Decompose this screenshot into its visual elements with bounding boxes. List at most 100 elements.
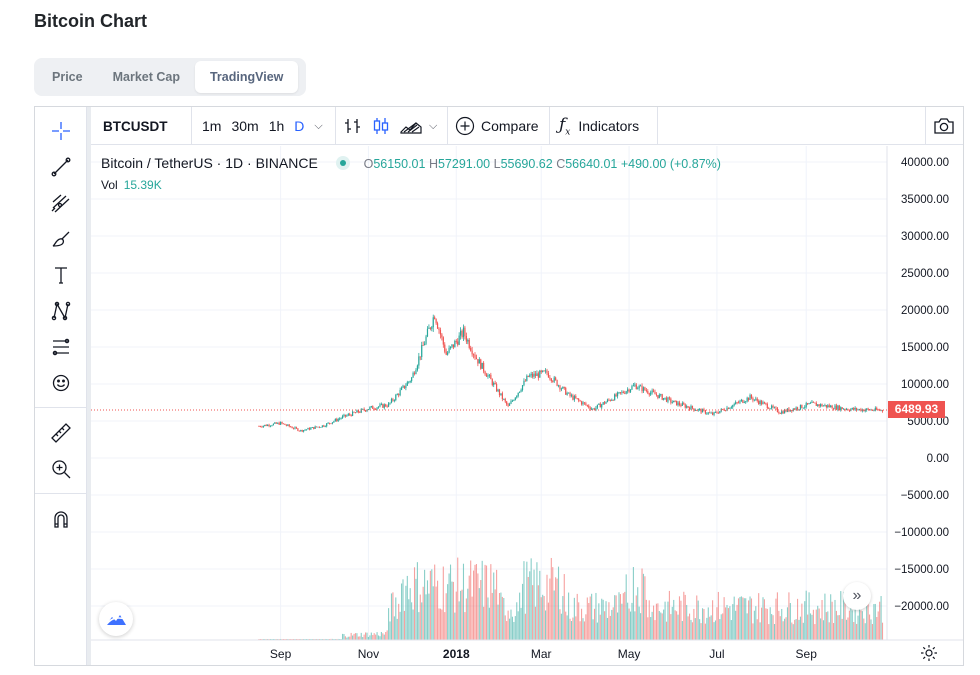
- volume-bar: [510, 609, 512, 640]
- ruler-icon[interactable]: [47, 419, 75, 447]
- volume-bar: [360, 632, 362, 640]
- volume-bar: [491, 592, 493, 640]
- area-chart-icon[interactable]: [399, 107, 423, 145]
- volume-bar: [640, 613, 642, 640]
- candle-body: [794, 408, 796, 410]
- volume-bar: [422, 586, 424, 640]
- magnet-icon[interactable]: [47, 505, 75, 533]
- symbol-search-button[interactable]: BTCUSDT: [103, 118, 168, 134]
- indicators-button[interactable]: ƒx Indicators: [559, 107, 639, 145]
- volume-bar: [438, 608, 440, 640]
- volume-bar: [750, 598, 753, 640]
- pattern-icon[interactable]: [47, 297, 75, 325]
- candle-body: [467, 339, 469, 342]
- tradingview-widget: BTCUSDT 1m 30m 1h D ⌵ ⌵ Compare ƒx Indic…: [34, 106, 964, 666]
- price-chart[interactable]: 40000.00 35000.00 30000.00 25000.00 20000.00…: [91, 146, 963, 665]
- volume-bar: [609, 615, 611, 640]
- candle-body: [422, 345, 424, 346]
- chart-pane[interactable]: 40000.00 35000.00 30000.00 25000.00 20000.00…: [91, 146, 963, 665]
- volume-bar: [570, 621, 573, 640]
- candle-body: [699, 409, 701, 410]
- chart-type-chevron-icon[interactable]: ⌵: [429, 119, 438, 132]
- tab-price[interactable]: Price: [52, 70, 83, 84]
- interval-1d[interactable]: D: [294, 118, 305, 134]
- add-circle-icon: [455, 116, 475, 136]
- candle-body: [832, 408, 835, 410]
- candle-body: [631, 386, 633, 390]
- volume-bar: [560, 613, 562, 640]
- volume-bar: [581, 608, 583, 640]
- text-icon[interactable]: [47, 261, 75, 289]
- interval-30m[interactable]: 30m: [231, 118, 259, 134]
- volume-bar: [828, 622, 830, 640]
- drawing-toolbar: [35, 107, 87, 665]
- candles-icon[interactable]: [371, 107, 391, 145]
- volume-bar: [452, 581, 454, 640]
- last-price-tag: 6489.93: [888, 401, 945, 419]
- candle-body: [707, 412, 709, 414]
- candle-body: [680, 404, 682, 406]
- candle-body: [267, 424, 269, 426]
- fib-retracement-icon[interactable]: [47, 333, 75, 361]
- volume-bar: [798, 619, 800, 640]
- tab-tradingview[interactable]: TradingView: [194, 61, 299, 93]
- candle-body: [583, 402, 586, 404]
- candle-body: [815, 403, 817, 406]
- price-axis-label: −10000.00: [894, 527, 949, 539]
- volume-bar: [807, 614, 809, 640]
- candle-body: [285, 424, 287, 426]
- candle-body: [729, 407, 731, 409]
- candle-body: [441, 334, 443, 338]
- volume-bar: [825, 612, 827, 640]
- pitchfork-icon[interactable]: [47, 189, 75, 217]
- volume-bar: [445, 593, 447, 640]
- crosshair-icon[interactable]: [47, 117, 75, 145]
- candle-body: [557, 385, 560, 387]
- volume-bar: [565, 611, 567, 640]
- candle-body: [759, 400, 761, 405]
- bar-chart-icon[interactable]: [343, 107, 363, 145]
- zoom-in-icon[interactable]: [47, 455, 75, 483]
- candle-body: [837, 405, 839, 410]
- candle-body: [578, 398, 580, 401]
- candle-body: [570, 395, 573, 397]
- candle-body: [700, 409, 702, 413]
- candle-body: [321, 425, 323, 428]
- scroll-to-realtime-button[interactable]: »: [843, 582, 871, 610]
- candle-body: [727, 407, 730, 409]
- candle-body: [392, 399, 394, 401]
- tab-market-cap[interactable]: Market Cap: [112, 70, 180, 84]
- volume-bar: [576, 593, 578, 640]
- volume-bar: [739, 596, 741, 640]
- candle-body: [356, 410, 358, 413]
- candle-body: [288, 424, 290, 427]
- candle-body: [591, 408, 593, 410]
- volume-bar: [428, 593, 430, 640]
- candle-body: [534, 373, 537, 376]
- chevron-down-icon[interactable]: ⌵: [314, 119, 323, 132]
- candle-body: [569, 392, 571, 396]
- candle-body: [863, 409, 865, 412]
- candle-body: [716, 411, 718, 413]
- compare-button[interactable]: Compare: [455, 107, 539, 145]
- trend-line-icon[interactable]: [47, 153, 75, 181]
- time-axis-label: Jul: [709, 647, 724, 661]
- candle-body: [684, 404, 686, 408]
- candle-body: [840, 407, 842, 411]
- smiley-icon[interactable]: [47, 369, 75, 397]
- interval-1h[interactable]: 1h: [268, 118, 285, 134]
- volume-bar: [673, 599, 675, 640]
- camera-icon[interactable]: [933, 107, 955, 145]
- candle-body: [280, 422, 282, 425]
- tradingview-logo-icon[interactable]: [99, 602, 133, 636]
- volume-bar: [830, 594, 832, 640]
- chart-settings-gear-icon[interactable]: [917, 643, 941, 663]
- candle-body: [375, 409, 377, 410]
- volume-bar: [815, 609, 817, 640]
- brush-icon[interactable]: [47, 225, 75, 253]
- interval-1m[interactable]: 1m: [202, 118, 222, 134]
- candle-body: [310, 427, 312, 430]
- candle-body: [295, 427, 298, 429]
- candle-body: [580, 401, 583, 405]
- volume-bar: [409, 588, 411, 640]
